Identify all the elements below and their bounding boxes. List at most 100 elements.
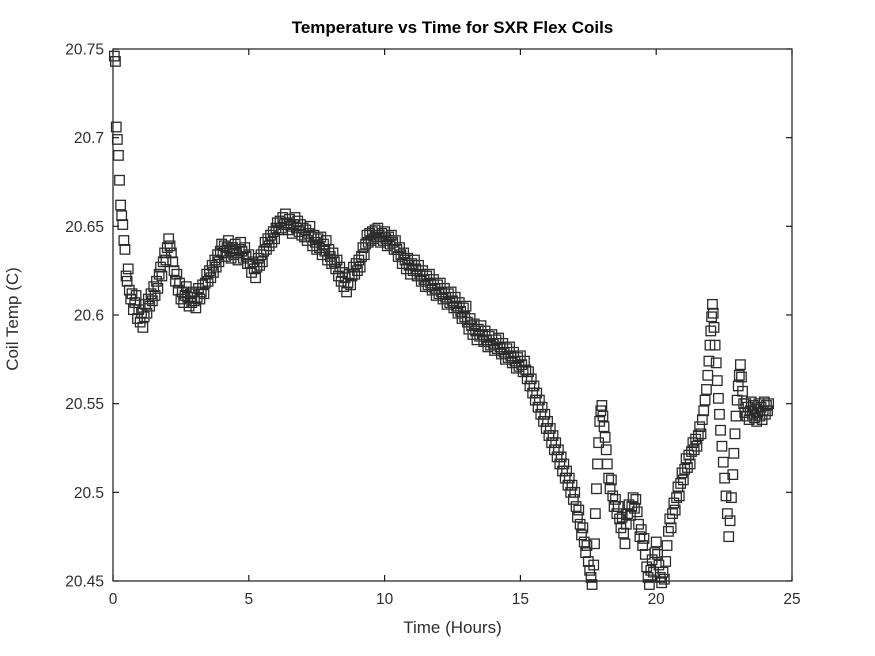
scatter-marker bbox=[712, 392, 724, 404]
y-tick-label: 20.5 bbox=[74, 485, 104, 502]
scatter-marker bbox=[592, 458, 603, 470]
scatter-marker bbox=[729, 428, 741, 440]
scatter-marker bbox=[677, 474, 689, 486]
scatter-marker bbox=[358, 249, 370, 261]
scatter-marker bbox=[462, 316, 473, 328]
scatter-marker bbox=[696, 414, 708, 426]
scatter-marker bbox=[601, 458, 613, 470]
scatter-marker bbox=[536, 401, 548, 413]
scatter-marker bbox=[156, 270, 168, 282]
scatter-marker bbox=[189, 295, 200, 307]
y-axis-label: Coil Temp (C) bbox=[3, 267, 22, 371]
y-tick-label: 20.75 bbox=[65, 42, 104, 59]
scatter-marker bbox=[163, 233, 175, 245]
scatter-marker bbox=[675, 478, 687, 489]
scatter-marker bbox=[714, 408, 725, 420]
scatter-marker bbox=[604, 483, 616, 495]
scatter-marker bbox=[720, 490, 732, 502]
y-tick-label: 20.45 bbox=[65, 574, 104, 591]
scatter-marker bbox=[638, 533, 650, 544]
scatter-marker bbox=[164, 240, 176, 252]
scatter-marker bbox=[710, 357, 722, 369]
scatter-marker bbox=[627, 492, 639, 504]
scatter-marker bbox=[702, 369, 714, 381]
x-tick-label: 15 bbox=[512, 591, 529, 608]
scatter-marker bbox=[733, 369, 745, 381]
scatter-marker bbox=[586, 579, 598, 590]
scatter-marker bbox=[168, 265, 180, 277]
scatter-marker bbox=[118, 235, 130, 246]
scatter-marker bbox=[254, 259, 266, 271]
scatter-marker bbox=[721, 508, 733, 520]
scatter-marker bbox=[141, 307, 153, 319]
scatter-marker bbox=[539, 408, 551, 420]
scatter-marker bbox=[111, 134, 123, 145]
scatter-marker bbox=[672, 481, 684, 493]
scatter-marker bbox=[582, 556, 594, 567]
scatter-marker bbox=[607, 490, 619, 502]
scatter-marker bbox=[201, 268, 213, 280]
scatter-marker bbox=[117, 219, 129, 230]
scatter-marker bbox=[323, 243, 335, 255]
scatter-marker bbox=[138, 311, 150, 323]
scatter-marker bbox=[152, 282, 164, 294]
y-tick-label: 20.6 bbox=[74, 308, 104, 325]
scatter-marker bbox=[116, 210, 128, 222]
scatter-marker bbox=[256, 256, 268, 268]
scatter-marker bbox=[591, 483, 602, 495]
scatter-marker bbox=[684, 458, 696, 470]
scatter-marker bbox=[160, 254, 172, 266]
scatter-marker bbox=[119, 243, 131, 255]
y-tick-label: 20.65 bbox=[65, 219, 104, 236]
scatter-marker bbox=[585, 572, 597, 583]
scatter-marker bbox=[531, 387, 543, 399]
scatter-marker bbox=[460, 300, 472, 312]
scatter-marker bbox=[202, 275, 214, 287]
scatter-marker bbox=[266, 236, 278, 248]
scatter-marker bbox=[688, 444, 700, 456]
scatter-marker bbox=[567, 494, 579, 505]
scatter-marker bbox=[250, 272, 261, 284]
y-tick-label: 20.55 bbox=[65, 396, 104, 413]
scatter-marker bbox=[581, 540, 593, 551]
scatter-marker bbox=[709, 339, 721, 351]
scatter-marker bbox=[762, 405, 773, 417]
scatter-marker bbox=[650, 536, 662, 548]
scatter-marker bbox=[263, 240, 275, 252]
scatter-marker bbox=[612, 501, 624, 512]
scatter-marker bbox=[723, 531, 735, 543]
scatter-marker bbox=[570, 501, 582, 512]
scatter-marker bbox=[347, 261, 359, 273]
scatter-marker bbox=[110, 121, 122, 133]
scatter-marker bbox=[715, 424, 726, 436]
scatter-marker bbox=[706, 311, 718, 323]
scatter-marker bbox=[261, 243, 272, 255]
scatter-marker bbox=[115, 199, 127, 211]
scatter-marker bbox=[572, 511, 583, 523]
scatter-marker bbox=[212, 249, 223, 261]
x-tick-label: 0 bbox=[109, 591, 118, 608]
scatter-marker bbox=[657, 566, 669, 578]
x-tick-label: 5 bbox=[244, 591, 253, 608]
scatter-marker bbox=[726, 492, 737, 504]
scatter-marker bbox=[731, 394, 743, 406]
scatter-marker bbox=[660, 556, 672, 567]
scatter-marker bbox=[577, 522, 589, 534]
scatter-marker bbox=[719, 472, 731, 484]
y-tick-label: 20.7 bbox=[74, 130, 104, 147]
scatter-marker bbox=[671, 492, 682, 504]
scatter-marker bbox=[653, 559, 665, 571]
scatter-marker bbox=[687, 437, 699, 449]
scatter-marker bbox=[252, 252, 264, 264]
scatter-marker bbox=[456, 313, 468, 324]
scatter-marker bbox=[223, 235, 234, 246]
scatter-marker bbox=[129, 297, 141, 308]
scatter-marker bbox=[599, 431, 611, 443]
scatter-marker bbox=[137, 322, 149, 333]
scatter-marker bbox=[558, 458, 570, 470]
scatter-marker bbox=[727, 469, 739, 481]
scatter-marker bbox=[110, 56, 121, 67]
scatter-marker bbox=[354, 261, 366, 273]
